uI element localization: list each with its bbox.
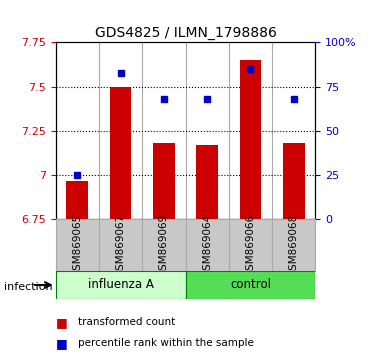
Text: transformed count: transformed count — [78, 317, 175, 327]
Bar — [153, 143, 175, 219]
Text: GSM869065: GSM869065 — [72, 213, 82, 277]
Bar — [110, 87, 131, 219]
Text: GSM869066: GSM869066 — [246, 213, 255, 277]
Text: GSM869064: GSM869064 — [202, 213, 212, 277]
Text: influenza A: influenza A — [88, 279, 154, 291]
Text: percentile rank within the sample: percentile rank within the sample — [78, 338, 254, 348]
Bar — [283, 143, 305, 219]
Text: ■: ■ — [56, 337, 68, 350]
Bar — [66, 181, 88, 219]
Text: GSM869069: GSM869069 — [159, 213, 169, 277]
Text: infection: infection — [4, 282, 52, 292]
Bar — [240, 60, 261, 219]
Text: ■: ■ — [56, 316, 68, 329]
Bar — [186, 271, 315, 299]
Bar — [196, 145, 218, 219]
Text: control: control — [230, 279, 271, 291]
Text: GSM869068: GSM869068 — [289, 213, 299, 277]
Text: GSM869067: GSM869067 — [116, 213, 125, 277]
Bar — [56, 271, 186, 299]
Title: GDS4825 / ILMN_1798886: GDS4825 / ILMN_1798886 — [95, 26, 276, 40]
